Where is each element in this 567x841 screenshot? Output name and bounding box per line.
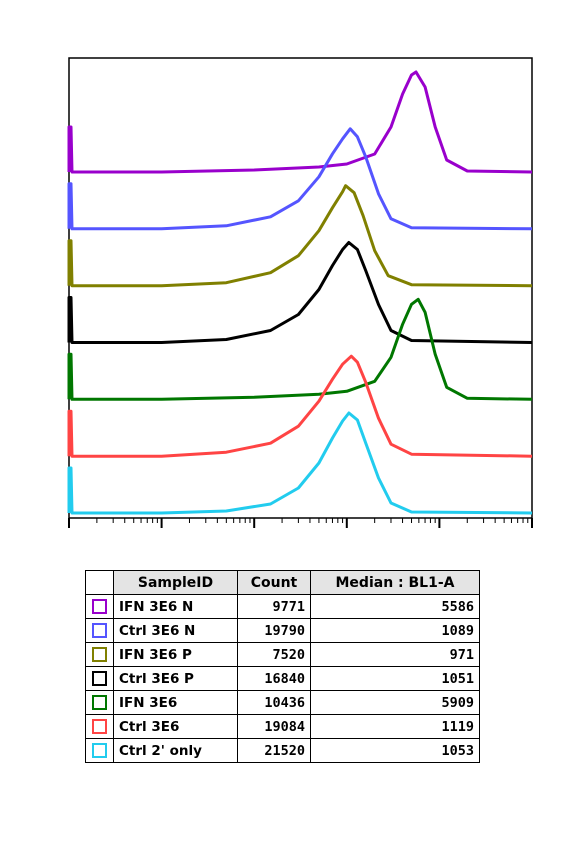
sample-statistics-table: SampleID Count Median : BL1-A IFN 3E6 N … xyxy=(85,570,480,763)
table-row: Ctrl 3E6 19084 1119 xyxy=(85,714,480,739)
sample-id-cell: IFN 3E6 xyxy=(113,690,238,715)
series-line xyxy=(67,354,533,458)
median-cell: 1053 xyxy=(310,738,480,763)
table-row: IFN 3E6 10436 5909 xyxy=(85,690,480,715)
count-cell: 19084 xyxy=(237,714,311,739)
plot-frame xyxy=(68,57,533,519)
count-cell: 7520 xyxy=(237,642,311,667)
swatch-column-header xyxy=(85,570,114,595)
median-cell: 5586 xyxy=(310,594,480,619)
series-line xyxy=(67,70,533,174)
color-swatch xyxy=(92,647,107,662)
table-row: Ctrl 3E6 N 19790 1089 xyxy=(85,618,480,643)
sample-id-cell: Ctrl 3E6 P xyxy=(113,666,238,691)
x-axis-ticks xyxy=(68,518,533,528)
histogram-traces xyxy=(67,70,533,515)
series-line xyxy=(67,411,533,515)
color-swatch xyxy=(92,623,107,638)
median-cell: 971 xyxy=(310,642,480,667)
count-cell: 9771 xyxy=(237,594,311,619)
count-cell: 16840 xyxy=(237,666,311,691)
median-cell: 5909 xyxy=(310,690,480,715)
median-cell: 1051 xyxy=(310,666,480,691)
table-row: IFN 3E6 P 7520 971 xyxy=(85,642,480,667)
histogram-overlay-plot xyxy=(67,57,533,528)
count-cell: 21520 xyxy=(237,738,311,763)
sample-id-cell: Ctrl 2' only xyxy=(113,738,238,763)
series-line xyxy=(67,241,533,344)
column-header-count: Count xyxy=(237,570,311,595)
color-swatch xyxy=(92,695,107,710)
color-swatch xyxy=(92,599,107,614)
count-cell: 19790 xyxy=(237,618,311,643)
table-header-row: SampleID Count Median : BL1-A xyxy=(85,570,480,595)
table-row: Ctrl 2' only 21520 1053 xyxy=(85,738,480,763)
color-swatch xyxy=(92,719,107,734)
sample-id-cell: IFN 3E6 N xyxy=(113,594,238,619)
sample-id-cell: Ctrl 3E6 xyxy=(113,714,238,739)
table-row: IFN 3E6 N 9771 5586 xyxy=(85,594,480,619)
series-line xyxy=(67,184,533,288)
color-swatch xyxy=(92,671,107,686)
column-header-median: Median : BL1-A xyxy=(310,570,480,595)
series-line xyxy=(67,297,533,401)
sample-id-cell: IFN 3E6 P xyxy=(113,642,238,667)
color-swatch xyxy=(92,743,107,758)
column-header-sampleid: SampleID xyxy=(113,570,238,595)
median-cell: 1089 xyxy=(310,618,480,643)
table-row: Ctrl 3E6 P 16840 1051 xyxy=(85,666,480,691)
count-cell: 10436 xyxy=(237,690,311,715)
series-line xyxy=(67,127,533,231)
sample-id-cell: Ctrl 3E6 N xyxy=(113,618,238,643)
median-cell: 1119 xyxy=(310,714,480,739)
